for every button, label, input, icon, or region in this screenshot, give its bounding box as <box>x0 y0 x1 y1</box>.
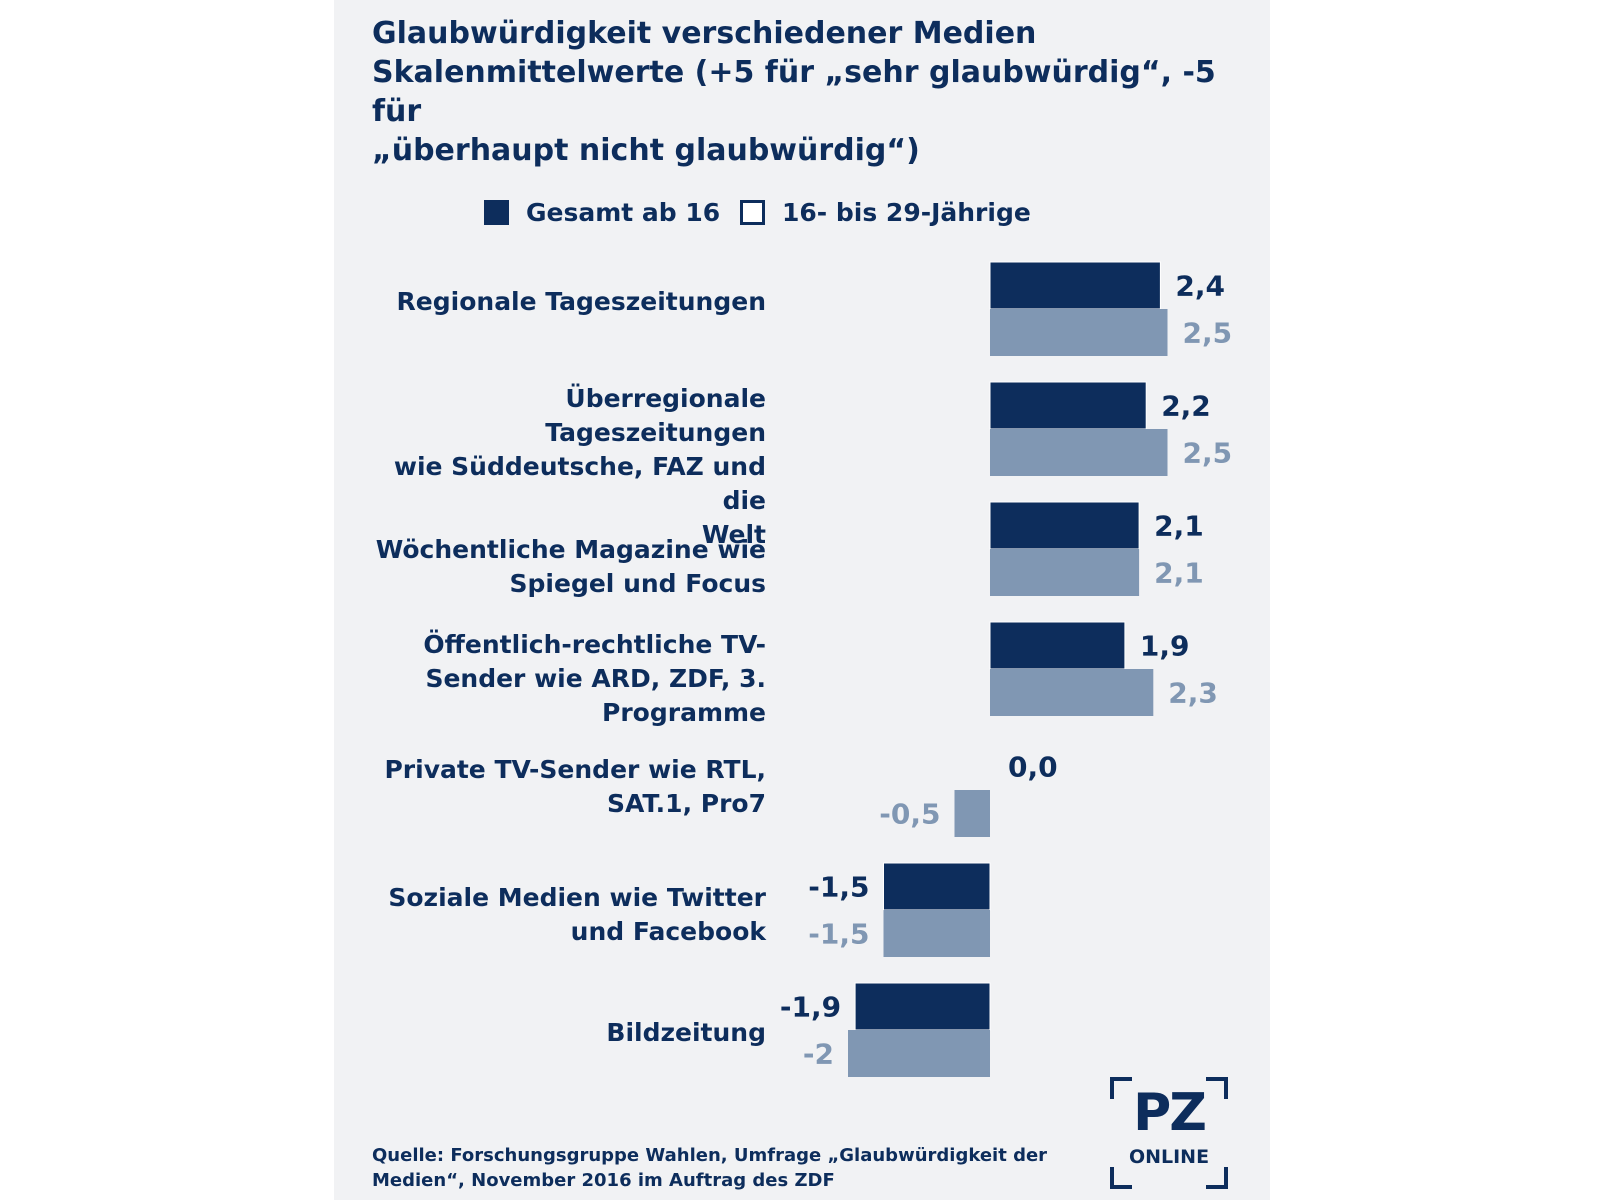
category-label: Überregionale Tageszeitungen wie Süddeuts… <box>366 382 766 552</box>
bar-16-29 <box>990 309 1168 356</box>
bar-gesamt <box>989 501 1140 550</box>
title-line: „überhaupt nicht glaubwürdig“) <box>372 133 920 168</box>
data-label: 2,5 <box>1183 317 1233 350</box>
legend-label: Gesamt ab 16 <box>526 198 721 227</box>
category-label: Regionale Tageszeitungen <box>366 285 766 319</box>
data-label: -1,5 <box>808 918 869 951</box>
category-label-line: wie Süddeutsche, FAZ und die <box>393 452 766 515</box>
category-label-line: Spiegel und Focus <box>509 569 766 598</box>
category-label: Öffentlich-rechtliche TV- Sender wie ARD,… <box>366 628 766 730</box>
data-label: -2 <box>803 1038 834 1071</box>
category-label-line: Sender wie ARD, ZDF, 3. <box>425 664 766 693</box>
bar-16-29 <box>848 1030 990 1077</box>
bar-16-29 <box>990 429 1168 476</box>
category-label-line: Wöchentliche Magazine wie <box>375 535 766 564</box>
chart-title: Glaubwürdigkeit verschiedener Medien Ska… <box>372 14 1232 170</box>
bar-16-29 <box>990 549 1140 596</box>
category-label-line: Öffentlich-rechtliche TV- <box>423 630 766 659</box>
category-label-line: Überregionale Tageszeitungen <box>545 384 766 447</box>
data-label: 2,1 <box>1154 510 1204 543</box>
logo-text-pz: PZ <box>1133 1083 1207 1143</box>
bar-gesamt <box>989 621 1126 670</box>
legend-label: 16- bis 29-Jährige <box>782 198 1031 227</box>
bar-gesamt <box>883 862 991 911</box>
category-label: Wöchentliche Magazine wie Spiegel und Foc… <box>366 533 766 601</box>
data-label: 2,4 <box>1175 270 1225 303</box>
category-label: Bildzeitung <box>366 1016 766 1050</box>
data-label: 2,2 <box>1161 390 1211 423</box>
bar-gesamt <box>989 261 1161 310</box>
source-note: Quelle: Forschungsgruppe Wahlen, Umfrage… <box>372 1143 1052 1193</box>
logo-text-online: ONLINE <box>1128 1146 1210 1168</box>
data-label: 1,9 <box>1140 630 1190 663</box>
data-label: 0,0 <box>1008 751 1058 784</box>
category-label-line: Welt <box>701 520 766 549</box>
bar-16-29 <box>954 790 990 837</box>
category-label-line: SAT.1, Pro7 <box>607 789 766 818</box>
category-label-line: Regionale Tageszeitungen <box>396 287 766 316</box>
data-label: -1,5 <box>808 871 869 904</box>
bar-gesamt <box>989 381 1147 430</box>
data-label: 2,5 <box>1183 437 1233 470</box>
bar-gesamt <box>854 982 991 1031</box>
legend-swatch-outline <box>740 200 765 225</box>
bar-16-29 <box>990 669 1154 716</box>
legend-item-gesamt: Gesamt ab 16 <box>484 198 720 227</box>
data-label: 2,3 <box>1168 677 1218 710</box>
title-line: Glaubwürdigkeit verschiedener Medien <box>372 16 1037 51</box>
category-label-line: Soziale Medien wie Twitter <box>388 883 766 912</box>
category-label-line: Programme <box>602 698 766 727</box>
category-label: Private TV-Sender wie RTL, SAT.1, Pro7 <box>366 753 766 821</box>
bar-16-29 <box>883 910 990 957</box>
legend-item-jung: 16- bis 29-Jährige <box>740 198 1031 227</box>
category-label-line: Private TV-Sender wie RTL, <box>384 755 766 784</box>
category-label-line: und Facebook <box>570 917 766 946</box>
title-line: Skalenmittelwerte (+5 für „sehr glaubwür… <box>372 55 1216 129</box>
source-line: Medien“, November 2016 im Auftrag des ZD… <box>372 1170 835 1191</box>
legend-swatch-filled <box>484 200 509 225</box>
logo-frame <box>1110 1077 1228 1189</box>
category-label: Soziale Medien wie Twitter und Facebook <box>366 881 766 949</box>
pz-online-logo: PZ ONLINE <box>1110 1077 1228 1189</box>
data-label: -0,5 <box>879 798 940 831</box>
source-line: Quelle: Forschungsgruppe Wahlen, Umfrage… <box>372 1145 1048 1166</box>
category-label-line: Bildzeitung <box>606 1018 766 1047</box>
data-label: -1,9 <box>780 991 841 1024</box>
data-label: 2,1 <box>1154 557 1204 590</box>
